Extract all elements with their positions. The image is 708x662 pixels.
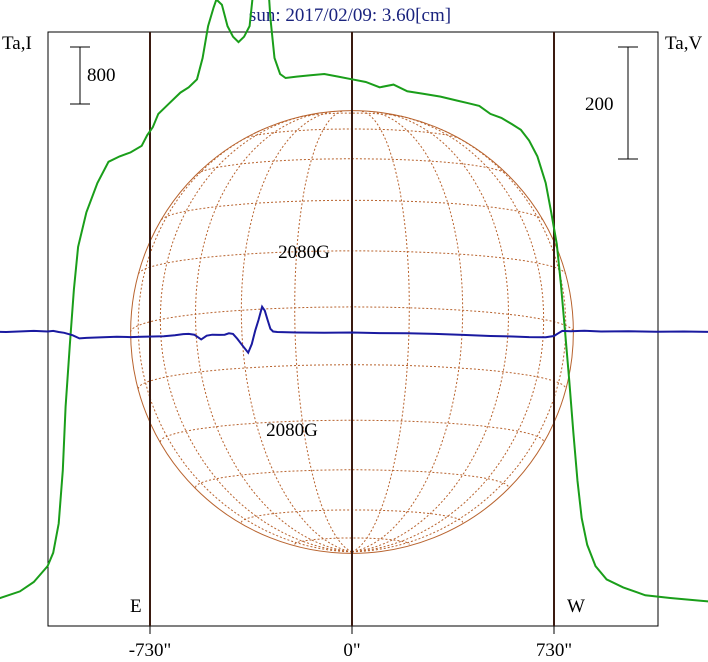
right-axis-label: Ta,V (665, 33, 702, 54)
series-intensity-line (0, 0, 708, 603)
west-limb-label: W (567, 596, 585, 617)
annotation-field-upper: 2080G (278, 242, 330, 263)
x-tick-label: -730" (129, 640, 172, 661)
longitude-line (194, 112, 353, 553)
x-tick-label: 0" (343, 640, 360, 661)
scale-bar-right-label: 200 (585, 94, 614, 115)
scale-bar-left (70, 46, 90, 105)
longitude-line (351, 110, 464, 553)
series-polarization-line (0, 304, 708, 355)
latitude-line (159, 419, 545, 443)
longitude-line (351, 112, 510, 553)
longitude-line (159, 115, 353, 553)
longitude-line (351, 110, 410, 553)
longitude-line (294, 110, 353, 553)
scale-bar-left-label: 800 (87, 65, 116, 86)
x-tick-label: 730" (536, 640, 572, 661)
longitude-line (351, 115, 545, 553)
longitude-line (137, 127, 353, 553)
latitude-line (294, 537, 410, 545)
annotation-field-lower: 2080G (266, 420, 318, 441)
longitude-line (351, 127, 567, 553)
left-axis-label: Ta,I (2, 33, 32, 54)
x-axis-ticks: -1461"-730"0"730"1461" (129, 626, 572, 661)
east-limb-label: E (130, 596, 142, 617)
scale-bar-right (618, 46, 638, 160)
chart-title: sun: 2017/02/09: 3.60[cm] (249, 5, 451, 26)
reference-lines (149, 32, 555, 626)
longitude-line (240, 110, 353, 553)
